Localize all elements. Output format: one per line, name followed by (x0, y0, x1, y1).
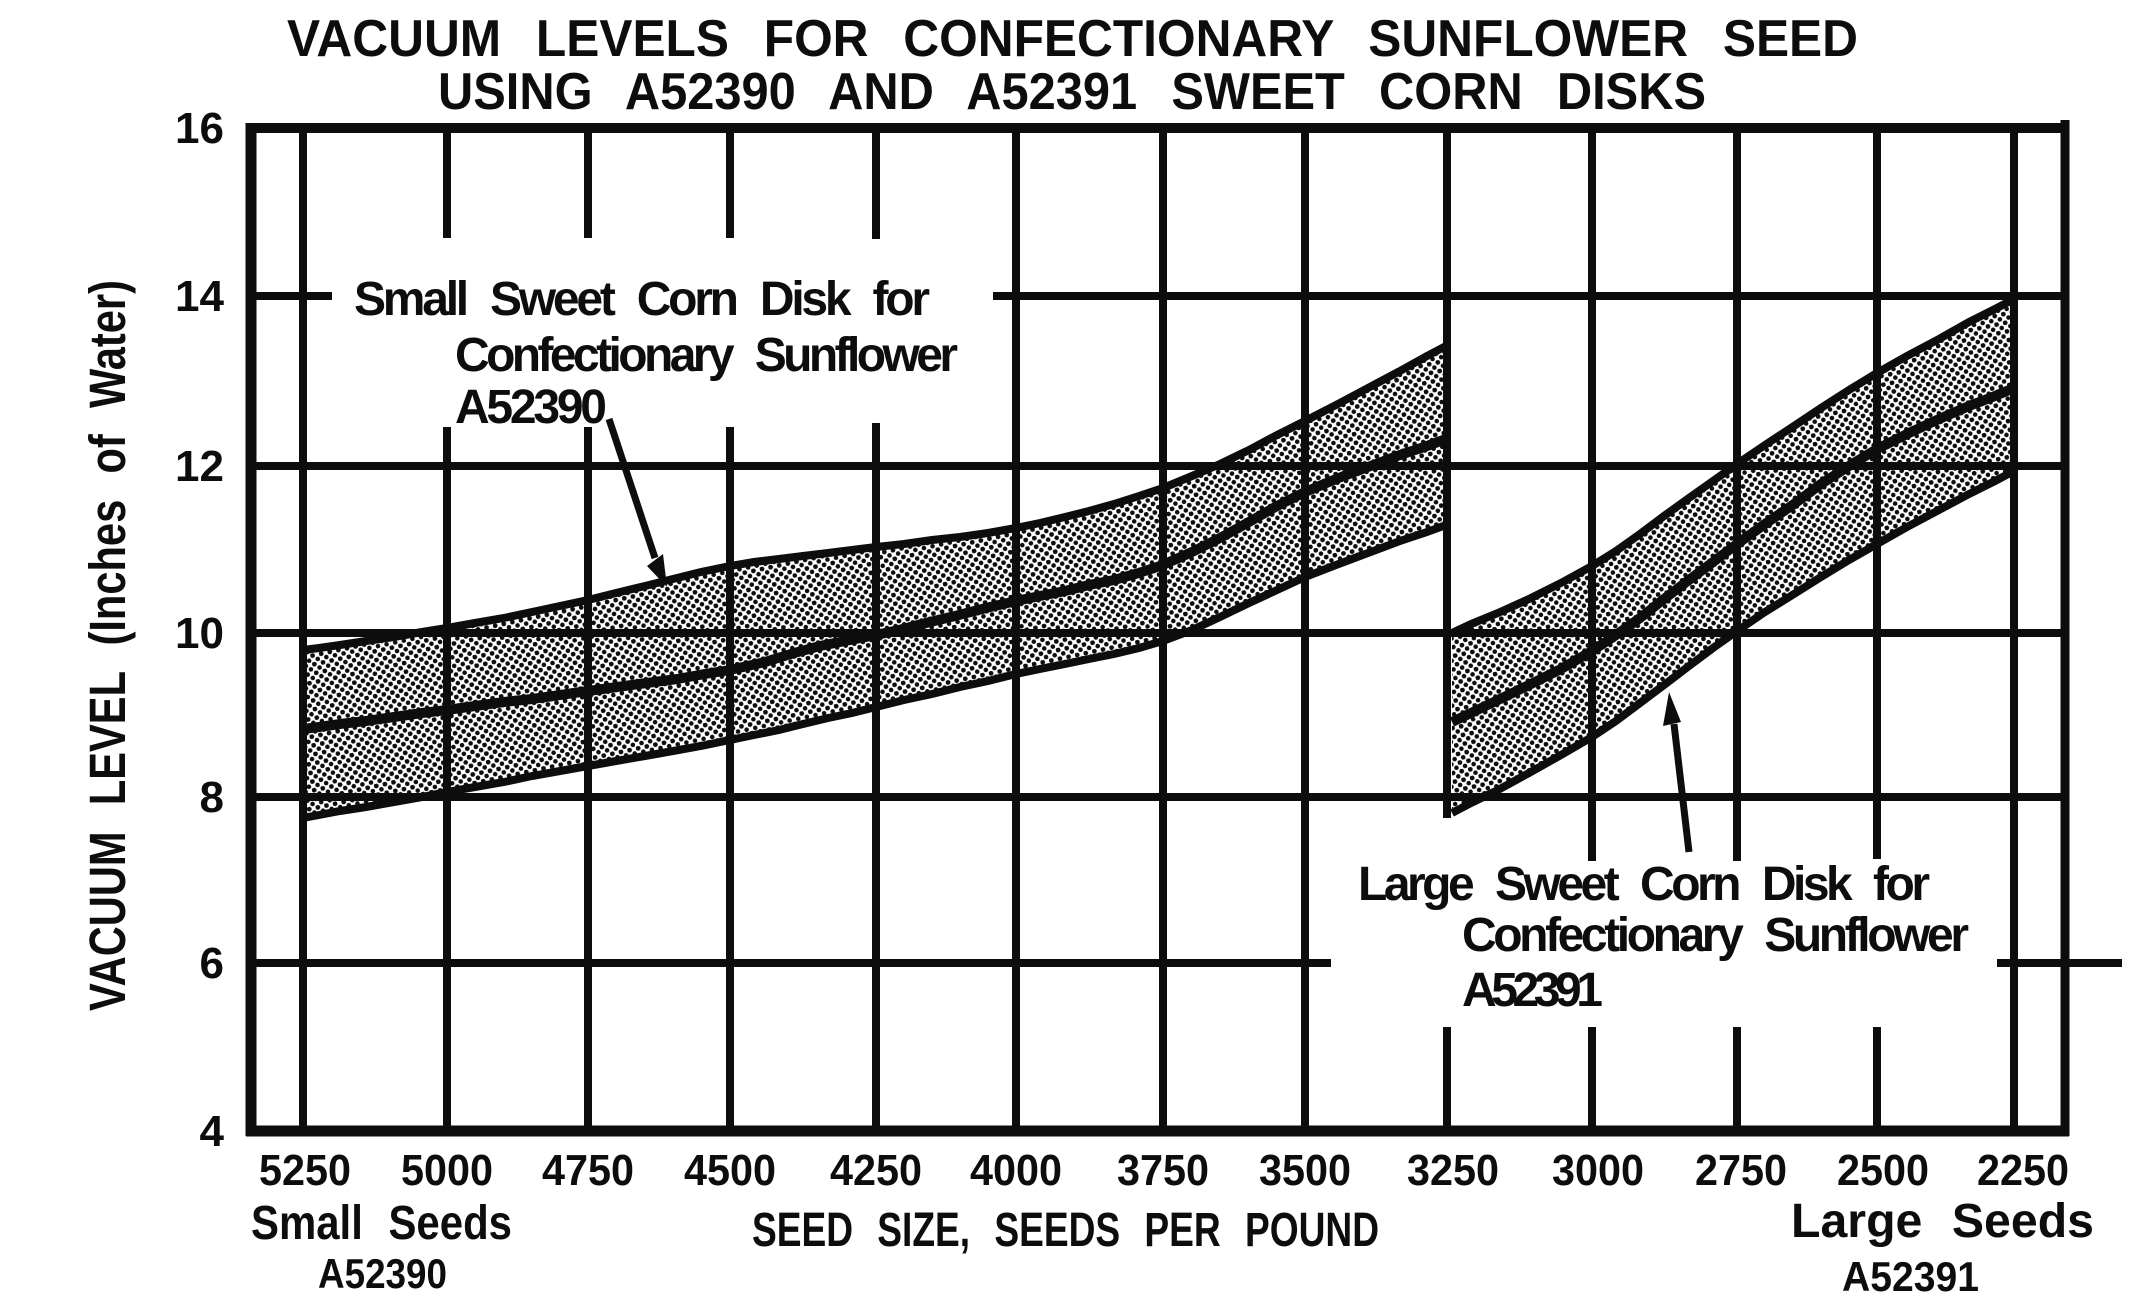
svg-text:4: 4 (200, 1107, 225, 1156)
svg-text:Large Seeds: Large Seeds (1791, 1195, 2094, 1248)
svg-text:VACUUM LEVEL (Inches of Water): VACUUM LEVEL (Inches of Water) (79, 280, 136, 1011)
svg-text:16: 16 (175, 104, 224, 153)
svg-text:Confectionary Sunflower: Confectionary Sunflower (1462, 909, 1969, 962)
svg-text:12: 12 (175, 442, 224, 491)
svg-text:2750: 2750 (1695, 1146, 1787, 1195)
svg-text:5250: 5250 (259, 1146, 351, 1195)
svg-text:Small Seeds: Small Seeds (251, 1197, 512, 1250)
svg-text:10: 10 (175, 609, 224, 658)
svg-text:14: 14 (175, 272, 224, 321)
svg-text:3500: 3500 (1259, 1146, 1351, 1195)
svg-text:USING A52390 AND A52391 SWEET: USING A52390 AND A52391 SWEET CORN DISKS (438, 63, 1706, 121)
svg-text:8: 8 (200, 773, 224, 822)
svg-text:3000: 3000 (1552, 1146, 1644, 1195)
svg-text:3750: 3750 (1117, 1146, 1209, 1195)
svg-text:VACUUM LEVELS FOR CONFECTIONAR: VACUUM LEVELS FOR CONFECTIONARY SUNFLOWE… (287, 10, 1858, 68)
svg-text:4750: 4750 (542, 1146, 634, 1195)
svg-text:A52391: A52391 (1462, 964, 1603, 1017)
svg-text:4250: 4250 (830, 1146, 922, 1195)
svg-text:3250: 3250 (1407, 1146, 1499, 1195)
svg-text:2250: 2250 (1977, 1146, 2069, 1195)
svg-text:2500: 2500 (1837, 1146, 1929, 1195)
svg-text:A52390: A52390 (318, 1250, 447, 1292)
svg-text:Large Sweet Corn Disk for: Large Sweet Corn Disk for (1358, 858, 1930, 911)
svg-text:5000: 5000 (401, 1146, 493, 1195)
svg-text:SEED SIZE, SEEDS PER POUND: SEED SIZE, SEEDS PER POUND (752, 1204, 1379, 1257)
svg-text:Small Sweet Corn Disk for: Small Sweet Corn Disk for (354, 273, 930, 326)
svg-text:6: 6 (200, 939, 224, 988)
svg-text:A52390: A52390 (455, 381, 607, 434)
svg-text:4000: 4000 (970, 1146, 1062, 1195)
svg-text:Confectionary Sunflower: Confectionary Sunflower (455, 329, 958, 382)
svg-text:4500: 4500 (684, 1146, 776, 1195)
svg-text:A52391: A52391 (1842, 1253, 1979, 1292)
